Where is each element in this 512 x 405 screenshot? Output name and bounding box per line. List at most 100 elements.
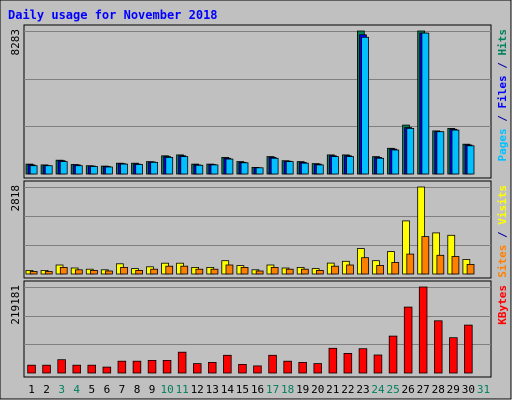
bar-sites-day-30 bbox=[466, 263, 475, 275]
bar-sites-day-26 bbox=[406, 253, 415, 275]
chart-title: Daily usage for November 2018 bbox=[8, 8, 218, 22]
bar-pages-day-26 bbox=[406, 127, 415, 175]
bar-pages-day-11 bbox=[180, 156, 189, 175]
bar-kbytes-day-3 bbox=[57, 359, 66, 374]
day-label-13: 13 bbox=[206, 383, 219, 396]
bar-pages-day-29 bbox=[451, 129, 460, 175]
day-label-12: 12 bbox=[191, 383, 204, 396]
bar-pages-day-20 bbox=[315, 164, 324, 175]
panel-max-label: 219181 bbox=[9, 285, 22, 325]
bar-sites-day-11 bbox=[180, 265, 189, 275]
bar-pages-day-2 bbox=[44, 165, 53, 175]
bar-sites-day-20 bbox=[315, 269, 324, 275]
bar-pages-day-30 bbox=[466, 145, 475, 175]
legend-entry: Files bbox=[496, 75, 509, 108]
day-label-3: 3 bbox=[58, 383, 65, 396]
bar-kbytes-day-23 bbox=[358, 348, 368, 374]
bar-sites-day-18 bbox=[285, 268, 294, 275]
bar-pages-day-27 bbox=[421, 32, 430, 175]
bar-pages-day-22 bbox=[346, 156, 354, 175]
panel-legend: KBytes bbox=[496, 285, 509, 325]
panel-max-label: 8283 bbox=[9, 29, 22, 56]
panel-border bbox=[23, 24, 492, 179]
bar-pages-day-5 bbox=[90, 166, 98, 175]
day-label-26: 26 bbox=[401, 383, 414, 396]
bar-kbytes-day-12 bbox=[192, 363, 202, 374]
bar-pages-day-3 bbox=[59, 161, 68, 175]
legend-entry: / bbox=[496, 56, 509, 76]
panel-border bbox=[23, 180, 492, 279]
bar-kbytes-day-6 bbox=[102, 366, 112, 374]
bar-sites-day-5 bbox=[90, 269, 98, 275]
bar-pages-day-9 bbox=[150, 161, 158, 175]
bar-pages-day-18 bbox=[285, 161, 294, 175]
bar-kbytes-day-24 bbox=[373, 354, 383, 374]
day-label-18: 18 bbox=[281, 383, 294, 396]
bar-pages-day-8 bbox=[135, 164, 143, 175]
day-label-28: 28 bbox=[432, 383, 445, 396]
bar-kbytes-day-13 bbox=[207, 361, 217, 374]
bar-sites-day-10 bbox=[165, 265, 174, 275]
bar-pages-day-7 bbox=[120, 163, 128, 175]
bar-kbytes-day-19 bbox=[298, 361, 307, 374]
bar-kbytes-day-4 bbox=[72, 364, 82, 374]
bar-kbytes-day-18 bbox=[283, 360, 292, 374]
chart-panels: 8283 Pages / Files / Hits 2818 Sites / Visi… bbox=[9, 24, 509, 378]
legend-entry: Hits bbox=[496, 29, 509, 56]
panel-middle: 2818 Sites / Visits bbox=[9, 180, 509, 279]
bar-sites-day-23 bbox=[361, 257, 369, 275]
bar-pages-day-10 bbox=[165, 156, 174, 175]
day-label-6: 6 bbox=[104, 383, 111, 396]
bar-sites-day-15 bbox=[240, 266, 249, 275]
day-label-11: 11 bbox=[176, 383, 189, 396]
day-label-10: 10 bbox=[160, 383, 173, 396]
bar-kbytes-day-26 bbox=[403, 306, 413, 374]
day-label-29: 29 bbox=[447, 383, 460, 396]
bar-kbytes-day-11 bbox=[177, 351, 187, 374]
bar-sites-day-4 bbox=[75, 269, 83, 275]
panel-legend: Pages / Files / Hits bbox=[496, 29, 509, 162]
day-label-15: 15 bbox=[236, 383, 249, 396]
bar-sites-day-1 bbox=[29, 271, 38, 275]
bar-pages-day-15 bbox=[240, 162, 249, 175]
day-label-1: 1 bbox=[28, 383, 35, 396]
bar-sites-day-9 bbox=[150, 268, 158, 275]
bar-sites-day-27 bbox=[421, 236, 430, 275]
bar-kbytes-day-7 bbox=[117, 360, 127, 374]
bar-sites-day-19 bbox=[300, 268, 309, 275]
day-label-31: 31 bbox=[477, 383, 490, 396]
bar-sites-day-13 bbox=[210, 268, 219, 275]
bar-kbytes-day-28 bbox=[433, 320, 443, 374]
day-label-14: 14 bbox=[221, 383, 235, 396]
bar-pages-day-17 bbox=[270, 157, 279, 175]
bar-visits-day-26 bbox=[402, 220, 410, 275]
bar-kbytes-day-25 bbox=[388, 335, 398, 374]
bar-sites-day-29 bbox=[451, 256, 460, 275]
day-label-22: 22 bbox=[341, 383, 354, 396]
bar-pages-day-21 bbox=[331, 156, 339, 175]
legend-entry: / bbox=[496, 109, 509, 129]
bar-kbytes-day-5 bbox=[87, 364, 97, 374]
bar-kbytes-day-1 bbox=[27, 364, 36, 374]
bar-sites-day-12 bbox=[195, 268, 204, 275]
bar-pages-day-6 bbox=[105, 166, 113, 175]
bar-sites-day-2 bbox=[44, 271, 53, 275]
day-label-23: 23 bbox=[356, 383, 369, 396]
bar-sites-day-24 bbox=[376, 265, 385, 275]
bar-kbytes-day-16 bbox=[253, 365, 262, 374]
bar-kbytes-day-14 bbox=[223, 354, 232, 374]
day-label-8: 8 bbox=[134, 383, 141, 396]
day-label-17: 17 bbox=[266, 383, 279, 396]
bar-sites-day-3 bbox=[59, 266, 68, 275]
bar-sites-day-8 bbox=[135, 269, 143, 275]
bar-pages-day-14 bbox=[225, 158, 234, 175]
bar-sites-day-7 bbox=[120, 266, 128, 275]
bar-visits-day-29 bbox=[447, 234, 456, 275]
bar-sites-day-16 bbox=[255, 270, 264, 275]
day-axis-labels: 1 2 3 4 5 6 7 8 9 10 11 12 13 14 15 16 17 18 19 20 21 22 23 24 2… bbox=[28, 383, 490, 396]
legend-entry: Pages bbox=[496, 128, 509, 161]
bar-sites-day-21 bbox=[331, 265, 339, 275]
day-label-20: 20 bbox=[311, 383, 324, 396]
bar-kbytes-day-8 bbox=[132, 360, 142, 374]
